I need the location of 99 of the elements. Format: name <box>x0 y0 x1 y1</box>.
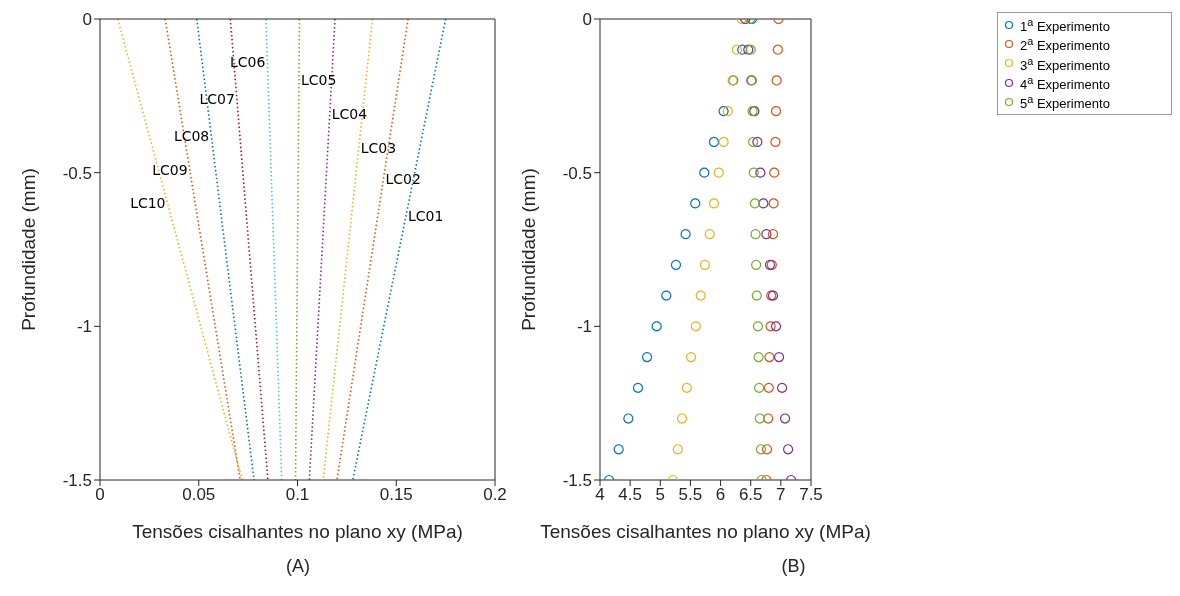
point <box>695 290 706 301</box>
y-axis-title: Profundidade (mm) <box>517 168 539 331</box>
series-label: LC10 <box>130 195 166 212</box>
point <box>763 413 774 424</box>
point <box>754 413 765 424</box>
point <box>769 167 780 178</box>
series-label: LC01 <box>408 207 444 224</box>
x-tick-label: 5 <box>655 485 666 505</box>
point <box>767 229 779 240</box>
point <box>681 382 692 393</box>
point <box>613 444 624 455</box>
point <box>623 413 634 424</box>
x-tick-label: 6 <box>715 485 726 505</box>
point <box>761 444 773 455</box>
x-axis-title: Tensões cisalhantes no plano xy (MPa) <box>132 521 463 542</box>
point <box>765 321 776 332</box>
x-tick-label: 7 <box>776 485 786 505</box>
y-tick-label: -1 <box>576 317 592 337</box>
point <box>770 321 782 332</box>
point <box>670 259 682 270</box>
x-tick-label: 0.1 <box>285 485 310 505</box>
point <box>753 351 764 363</box>
point <box>690 321 701 332</box>
point <box>750 229 761 240</box>
series-label: LC09 <box>152 161 188 178</box>
point <box>770 136 781 148</box>
point <box>672 444 683 455</box>
point <box>755 444 767 455</box>
point <box>713 167 724 178</box>
y-axis-title: Profundidade (mm) <box>17 168 39 331</box>
point <box>763 382 774 393</box>
point <box>722 106 733 117</box>
x-tick-label: 0.15 <box>379 485 413 505</box>
series-label: LC06 <box>229 54 266 71</box>
point <box>676 413 688 424</box>
point <box>761 229 772 240</box>
point <box>708 198 720 209</box>
y-tick-label: 0 <box>582 10 592 30</box>
x-tick-label: 5.5 <box>678 485 703 505</box>
point <box>718 136 729 148</box>
point <box>779 413 791 424</box>
series-label: LC08 <box>173 127 210 144</box>
point <box>704 229 715 240</box>
point <box>661 290 672 301</box>
legend-label: 2$^{a}$ Experimento <box>1020 34 1110 54</box>
x-tick-label: 0 <box>95 485 105 505</box>
point <box>748 167 759 178</box>
y-tick-label: -0.5 <box>562 163 592 183</box>
point <box>752 136 763 148</box>
series-label: LC04 <box>331 106 368 123</box>
point <box>690 198 701 209</box>
point <box>748 136 759 148</box>
point <box>776 382 788 393</box>
y-tick-label: -1.5 <box>562 471 592 491</box>
point <box>755 167 766 178</box>
y-tick-label: -1.5 <box>62 471 92 491</box>
legend-label: 5$^{a}$ Experimento <box>1020 92 1110 112</box>
point <box>754 382 765 393</box>
series-label: LC03 <box>360 140 397 157</box>
y-tick-label: -0.5 <box>62 163 92 183</box>
point <box>752 321 764 332</box>
x-tick-label: 6.5 <box>738 485 763 505</box>
point <box>773 351 785 363</box>
point <box>680 229 691 240</box>
point <box>641 351 653 363</box>
point <box>770 106 782 117</box>
point <box>772 44 783 55</box>
x-axis-title: Tensões cisalhantes no plano xy (MPa) <box>540 521 871 542</box>
point <box>782 444 794 455</box>
legend-label: 4$^{a}$ Experimento <box>1020 73 1110 93</box>
x-tick-label: 4 <box>595 485 605 505</box>
point <box>749 198 761 209</box>
x-tick-label: 7.5 <box>799 485 823 505</box>
point <box>751 259 762 270</box>
point <box>731 44 742 55</box>
series-label: LC05 <box>300 72 337 89</box>
point <box>632 382 644 393</box>
series-label: LC02 <box>385 170 421 187</box>
point <box>699 167 710 178</box>
text: (A) <box>285 556 311 577</box>
y-tick-label: 0 <box>82 10 92 30</box>
point <box>751 290 762 301</box>
text: (B) <box>780 556 807 577</box>
point <box>718 106 729 117</box>
point <box>651 321 662 332</box>
point <box>758 198 769 209</box>
point <box>768 198 779 209</box>
legend-label: 1$^{a}$ Experimento <box>1020 15 1110 35</box>
point <box>699 259 711 270</box>
point <box>771 75 782 86</box>
y-tick-label: -1 <box>76 317 92 337</box>
series-label: LC07 <box>199 90 235 107</box>
x-tick-label: 0.2 <box>483 485 507 505</box>
x-tick-label: 0.05 <box>182 485 216 505</box>
x-tick-label: 4.5 <box>618 485 642 505</box>
legend-label: 3$^{a}$ Experimento <box>1020 53 1110 73</box>
point <box>708 136 720 148</box>
point <box>685 351 697 363</box>
point <box>764 351 775 363</box>
